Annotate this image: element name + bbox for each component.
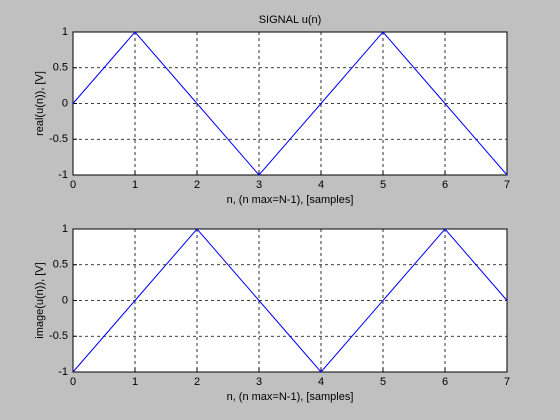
x-axis-label: n, (n max=N-1), [samples] [227,194,354,206]
x-tick-label: 5 [380,179,386,191]
x-tick-label: 3 [256,179,262,191]
data-line [72,228,508,373]
x-tick-label: 7 [504,179,510,191]
x-tick-label: 4 [318,376,324,388]
data-line [72,31,508,176]
x-tick-label: 6 [442,376,448,388]
x-tick-label: 1 [132,179,138,191]
y-tick-label: -1 [58,169,68,181]
y-tick-label: 1 [62,26,68,38]
y-tick-label: -0.5 [49,330,68,342]
x-axis-label: n, (n max=N-1), [samples] [227,391,354,403]
y-tick-label: 0.5 [53,259,68,271]
x-tick-label: 0 [70,376,76,388]
x-tick-label: 7 [504,376,510,388]
y-axis-label: image(u(n)), [V] [34,262,46,338]
chart-title: SIGNAL u(n) [259,14,322,26]
y-tick-label: 0.5 [53,62,68,74]
x-tick-label: 2 [194,376,200,388]
y-tick-label: -1 [58,366,68,378]
y-tick-label: -0.5 [49,133,68,145]
x-tick-label: 3 [256,376,262,388]
y-tick-label: 1 [62,223,68,235]
y-tick-label: 0 [62,97,68,109]
x-tick-label: 5 [380,376,386,388]
x-tick-label: 2 [194,179,200,191]
x-tick-label: 6 [442,179,448,191]
x-tick-label: 4 [318,179,324,191]
x-tick-label: 1 [132,376,138,388]
y-axis-label: real(u(n)), [V] [34,71,46,136]
y-tick-label: 0 [62,294,68,306]
x-tick-label: 0 [70,179,76,191]
